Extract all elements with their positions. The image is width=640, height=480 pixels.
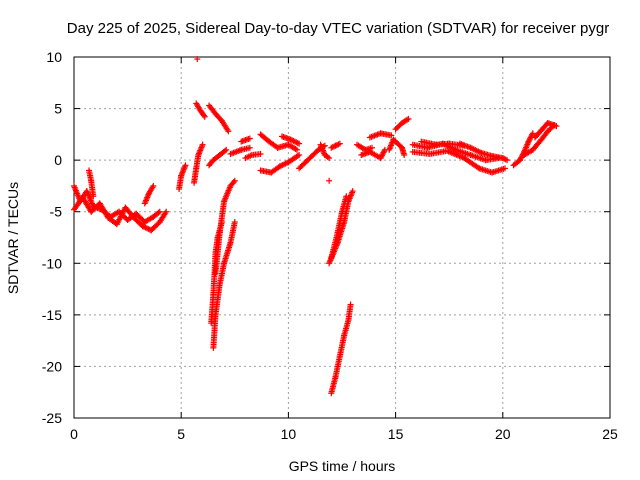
data-point: [163, 208, 170, 215]
data-point: [296, 151, 303, 158]
data-point: [529, 131, 536, 138]
tick-marks: [73, 56, 611, 419]
data-point: [156, 208, 163, 215]
data-point: [405, 115, 412, 122]
data-point: [225, 128, 232, 135]
data-point: [347, 301, 354, 308]
data-point: [200, 112, 207, 119]
data-point: [199, 141, 206, 148]
data-point: [201, 113, 208, 120]
x-tick-label: 20: [495, 426, 511, 442]
data-point: [404, 116, 411, 123]
data-point: [529, 130, 536, 137]
data-point: [90, 193, 97, 200]
data-point: [326, 177, 333, 184]
data-point: [349, 188, 356, 195]
data-point: [388, 132, 395, 139]
data-points: [71, 56, 560, 397]
x-tick-label: 5: [177, 426, 185, 442]
y-tick-labels: -25 -20 -15 -10 -5 0 5 10: [42, 49, 62, 426]
data-point: [326, 155, 333, 162]
data-point: [155, 209, 162, 216]
y-tick-label: -10: [42, 255, 62, 271]
y-tick-label: -15: [42, 307, 62, 323]
plot-frame: [73, 56, 611, 419]
data-point: [501, 155, 508, 162]
data-point: [246, 135, 253, 142]
data-point: [343, 193, 350, 200]
data-point: [194, 56, 201, 63]
x-tick-label: 0: [70, 426, 78, 442]
data-point: [501, 165, 508, 172]
data-point: [369, 144, 376, 151]
data-point: [296, 140, 303, 147]
data-point: [553, 123, 560, 130]
x-axis-label: GPS time / hours: [289, 458, 396, 474]
x-tick-labels: 0 5 10 15 20 25: [70, 426, 618, 442]
data-point: [294, 152, 301, 159]
data-point: [221, 147, 228, 154]
y-tick-label: 5: [54, 101, 62, 117]
data-point: [231, 219, 238, 226]
y-tick-label: 10: [46, 49, 62, 65]
data-point: [150, 182, 157, 189]
y-tick-label: 0: [54, 152, 62, 168]
data-point: [293, 146, 300, 153]
data-point: [231, 177, 238, 184]
y-tick-label: -25: [42, 410, 62, 426]
data-point: [230, 179, 237, 186]
data-point: [401, 151, 408, 158]
data-point: [257, 150, 264, 157]
x-tick-label: 15: [388, 426, 404, 442]
chart-title: Day 225 of 2025, Sidereal Day-to-day VTE…: [67, 20, 609, 37]
y-tick-label: -20: [42, 358, 62, 374]
x-tick-label: 25: [602, 426, 618, 442]
data-point: [223, 146, 230, 153]
x-tick-label: 10: [281, 426, 297, 442]
y-tick-label: -5: [50, 204, 63, 220]
data-point: [381, 148, 388, 155]
data-point: [336, 140, 343, 147]
data-point: [246, 144, 253, 151]
data-point: [504, 157, 511, 164]
y-axis-label: SDTVAR / TECUs: [5, 182, 21, 294]
data-point: [182, 162, 189, 169]
